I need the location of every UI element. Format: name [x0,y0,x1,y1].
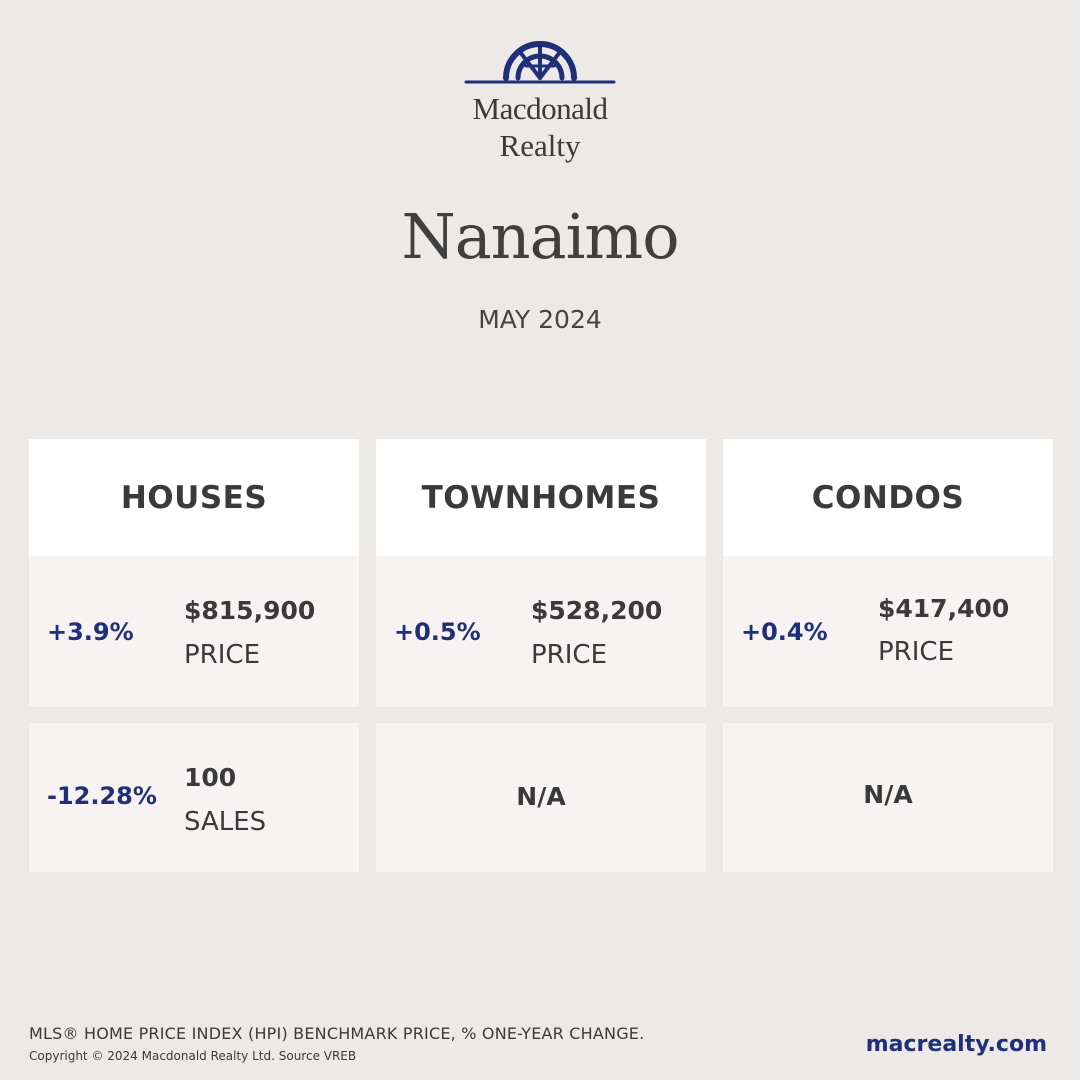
condos-price-value: $417,400 [878,594,1010,623]
houses-sales-value: 100 [184,763,237,792]
townhomes-sales-na: N/A [516,782,566,811]
houses-sales-label: SALES [184,807,267,837]
houses-header: HOUSES [29,439,359,556]
houses-price-label: PRICE [184,640,260,670]
website-link[interactable]: macrealty.com [865,1032,1047,1057]
condos-sales-na: N/A [863,780,913,809]
houses-price-value: $815,900 [184,596,316,625]
logo-mark-icon [464,41,616,84]
city-title: Nanaimo [401,200,679,273]
houses-sales-card: -12.28% 100 SALES [29,723,359,872]
townhomes-price-value: $528,200 [531,596,663,625]
houses-price-card: +3.9% $815,900 PRICE [29,556,359,707]
houses-sales-change: -12.28% [47,782,157,810]
brand-name-line1: Macdonald [472,91,608,126]
condos-price-label: PRICE [878,637,954,667]
brand-name-line2: Realty [499,128,581,163]
townhomes-price-card: +0.5% $528,200 PRICE [376,556,706,707]
townhomes-header: TOWNHOMES [376,439,706,556]
footnote: MLS® HOME PRICE INDEX (HPI) BENCHMARK PR… [29,1024,645,1043]
copyright: Copyright © 2024 Macdonald Realty Ltd. S… [29,1049,357,1063]
condos-price-change: +0.4% [741,618,828,646]
condos-price-card: +0.4% $417,400 PRICE [723,556,1053,707]
condos-header: CONDOS [723,439,1053,556]
condos-sales-card: N/A [723,723,1053,872]
houses-price-change: +3.9% [47,618,134,646]
townhomes-price-label: PRICE [531,640,607,670]
report-period: MAY 2024 [478,305,602,334]
brand-logo: Macdonald Realty [440,38,640,168]
townhomes-price-change: +0.5% [394,618,481,646]
townhomes-sales-card: N/A [376,723,706,872]
